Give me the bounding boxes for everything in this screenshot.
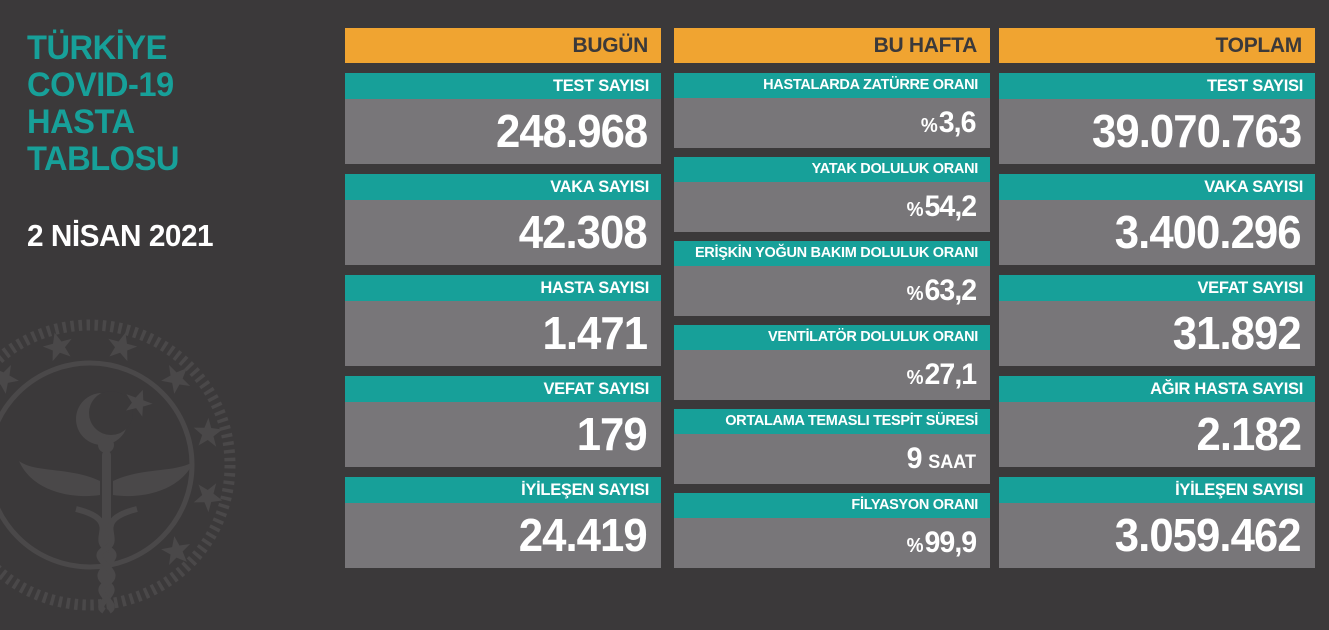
ministry-of-health-logo-icon — [0, 305, 250, 625]
stat-label: İYİLEŞEN SAYISI — [999, 477, 1315, 503]
stat-value: %63,2 — [674, 266, 990, 316]
stat-value: 179 — [345, 402, 661, 467]
stat-label: FİLYASYON ORANI — [674, 493, 990, 518]
stat-card-total-iyilesen: İYİLEŞEN SAYISI 3.059.462 — [999, 477, 1315, 568]
stat-value: 31.892 — [999, 301, 1315, 366]
stat-value: 39.070.763 — [999, 99, 1315, 164]
stat-value: 1.471 — [345, 301, 661, 366]
stat-card-total-vefat: VEFAT SAYISI 31.892 — [999, 275, 1315, 366]
stat-label: İYİLEŞEN SAYISI — [345, 477, 661, 503]
column-total: TOPLAM TEST SAYISI 39.070.763 VAKA SAYIS… — [999, 28, 1315, 578]
title-line-2: COVID-19 — [27, 66, 174, 104]
stat-label: VENTİLATÖR DOLULUK ORANI — [674, 325, 990, 350]
stat-label: YATAK DOLULUK ORANI — [674, 157, 990, 182]
stat-label: HASTALARDA ZATÜRRE ORANI — [674, 73, 990, 98]
stat-card-today-iyilesen: İYİLEŞEN SAYISI 24.419 — [345, 477, 661, 568]
stat-card-week-zaturre: HASTALARDA ZATÜRRE ORANI %3,6 — [674, 73, 990, 148]
stat-card-week-temasli-tespit: ORTALAMA TEMASLI TESPİT SÜRESİ 9 SAAT — [674, 409, 990, 484]
stat-label: TEST SAYISI — [345, 73, 661, 99]
stat-card-today-test: TEST SAYISI 248.968 — [345, 73, 661, 164]
column-this-week: BU HAFTA HASTALARDA ZATÜRRE ORANI %3,6 Y… — [674, 28, 990, 577]
stat-value: %54,2 — [674, 182, 990, 232]
column-today: BUGÜN TEST SAYISI 248.968 VAKA SAYISI 42… — [345, 28, 661, 578]
stat-value: %3,6 — [674, 98, 990, 148]
stat-card-today-vefat: VEFAT SAYISI 179 — [345, 376, 661, 467]
percent-sign: % — [921, 115, 939, 137]
stat-card-week-yogun-bakim: ERİŞKİN YOĞUN BAKIM DOLULUK ORANI %63,2 — [674, 241, 990, 316]
percent-sign: % — [906, 283, 924, 305]
stat-value: 3.400.296 — [999, 200, 1315, 265]
stat-value: %27,1 — [674, 350, 990, 400]
stat-card-total-test: TEST SAYISI 39.070.763 — [999, 73, 1315, 164]
covid-dashboard: TÜRKİYE COVID-19 HASTA TABLOSU 2 NİSAN 2… — [0, 28, 1315, 614]
stat-value: %99,9 — [674, 518, 990, 568]
stat-label: HASTA SAYISI — [345, 275, 661, 301]
stat-label: VAKA SAYISI — [345, 174, 661, 200]
title-line-1: TÜRKİYE — [27, 29, 167, 67]
stat-card-total-vaka: VAKA SAYISI 3.400.296 — [999, 174, 1315, 265]
stat-label: ORTALAMA TEMASLI TESPİT SÜRESİ — [674, 409, 990, 434]
stat-value: 2.182 — [999, 402, 1315, 467]
stat-label: VEFAT SAYISI — [999, 275, 1315, 301]
dashboard-title: TÜRKİYE COVID-19 HASTA TABLOSU — [27, 30, 327, 178]
column-header-this-week: BU HAFTA — [674, 28, 990, 63]
percent-sign: % — [906, 535, 924, 557]
percent-sign: % — [906, 199, 924, 221]
stat-card-today-vaka: VAKA SAYISI 42.308 — [345, 174, 661, 265]
title-line-3: HASTA — [27, 103, 135, 141]
stat-value: 9 SAAT — [674, 434, 990, 484]
stat-card-week-ventilator: VENTİLATÖR DOLULUK ORANI %27,1 — [674, 325, 990, 400]
stat-value: 3.059.462 — [999, 503, 1315, 568]
title-line-4: TABLOSU — [27, 140, 179, 178]
stat-card-week-filyasyon: FİLYASYON ORANI %99,9 — [674, 493, 990, 568]
emblem-svg — [0, 319, 236, 614]
stat-label: VEFAT SAYISI — [345, 376, 661, 402]
stat-label: TEST SAYISI — [999, 73, 1315, 99]
percent-sign: % — [906, 367, 924, 389]
stat-label: AĞIR HASTA SAYISI — [999, 376, 1315, 402]
stat-card-total-agir-hasta: AĞIR HASTA SAYISI 2.182 — [999, 376, 1315, 467]
stat-value: 248.968 — [345, 99, 661, 164]
column-header-total: TOPLAM — [999, 28, 1315, 63]
report-date: 2 NİSAN 2021 — [27, 218, 214, 253]
stat-value: 24.419 — [345, 503, 661, 568]
stat-label: ERİŞKİN YOĞUN BAKIM DOLULUK ORANI — [674, 241, 990, 266]
stat-card-today-hasta: HASTA SAYISI 1.471 — [345, 275, 661, 366]
stat-card-week-yatak: YATAK DOLULUK ORANI %54,2 — [674, 157, 990, 232]
hours-unit: SAAT — [928, 452, 976, 473]
caduceus-icon — [19, 437, 194, 614]
stat-value: 42.308 — [345, 200, 661, 265]
column-header-today: BUGÜN — [345, 28, 661, 63]
crescent-star-icon — [76, 389, 153, 445]
stat-label: VAKA SAYISI — [999, 174, 1315, 200]
